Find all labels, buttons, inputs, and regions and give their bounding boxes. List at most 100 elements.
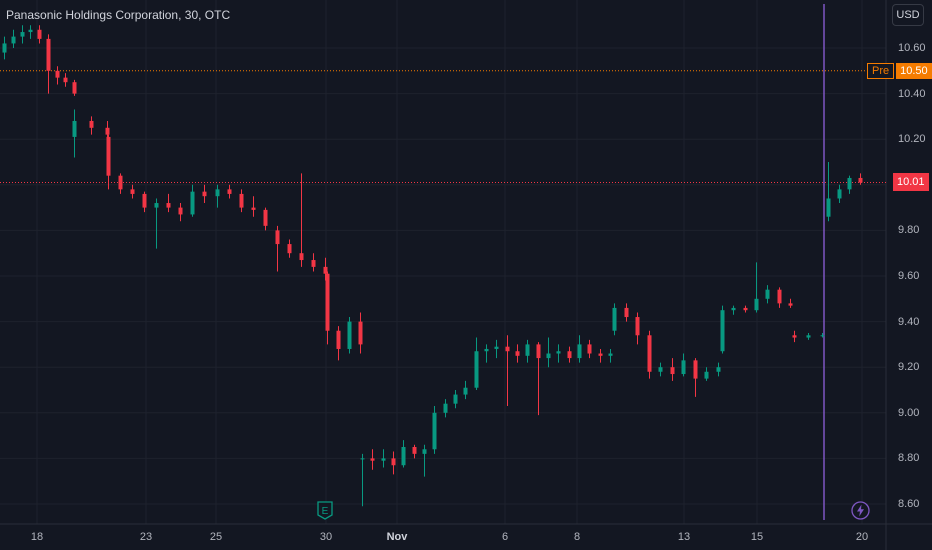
y-tick-label: 10.40 xyxy=(898,87,926,100)
candle-body xyxy=(716,367,721,372)
candle-body xyxy=(20,32,25,37)
candle-body xyxy=(556,351,561,354)
candle-body xyxy=(190,191,195,215)
candle-body xyxy=(765,289,770,299)
candle-body xyxy=(635,317,640,336)
candle-body xyxy=(215,189,220,197)
lightning-icon[interactable] xyxy=(851,501,870,520)
candle-body xyxy=(154,203,159,208)
candle-body xyxy=(46,38,51,71)
candle-body xyxy=(515,351,520,356)
candle-body xyxy=(820,335,825,337)
candle-body xyxy=(55,70,60,78)
candle-body xyxy=(89,120,94,128)
x-tick-label: 30 xyxy=(319,531,333,543)
candle-body xyxy=(287,244,292,254)
last-price-badge: 10.01 xyxy=(893,173,929,191)
candle-body xyxy=(658,367,663,372)
candle-body xyxy=(670,367,675,375)
candle-body xyxy=(546,353,551,359)
candle-body xyxy=(837,189,842,199)
svg-text:E: E xyxy=(322,506,329,517)
candle-body xyxy=(484,348,489,352)
candle-body xyxy=(370,458,375,461)
candle-body xyxy=(401,447,406,466)
candle-body xyxy=(391,458,396,466)
candle-body xyxy=(105,127,110,135)
candle-body xyxy=(37,29,42,39)
candle-body xyxy=(754,298,759,311)
candle-body xyxy=(806,335,811,338)
candle-body xyxy=(11,36,16,44)
x-tick-label: 8 xyxy=(573,531,581,543)
candle-body xyxy=(432,412,437,450)
candle-body xyxy=(525,344,530,356)
candle-body xyxy=(251,207,256,210)
candle-body xyxy=(72,120,77,137)
y-tick-label: 9.40 xyxy=(898,315,920,328)
candle-body xyxy=(624,307,629,318)
candle-body xyxy=(494,346,499,349)
x-tick-label: 13 xyxy=(677,531,691,543)
candle-body xyxy=(275,230,280,245)
candle-body xyxy=(166,203,171,208)
candle-body xyxy=(202,191,207,197)
candle-body xyxy=(2,43,7,53)
y-tick-label: 9.60 xyxy=(898,270,920,282)
y-tick-label: 9.20 xyxy=(898,361,920,374)
candle-body xyxy=(422,449,427,454)
candle-body xyxy=(505,346,510,352)
premarket-label: Pre xyxy=(867,63,895,79)
candle-body xyxy=(567,351,572,359)
candle-body xyxy=(347,321,352,349)
x-tick-label: 23 xyxy=(139,531,153,543)
candle-body xyxy=(28,29,33,33)
y-tick-label: 8.60 xyxy=(898,498,920,510)
y-tick-label: 9.00 xyxy=(898,406,920,419)
candle-body xyxy=(463,387,468,395)
candle-body xyxy=(323,266,328,274)
candle-body xyxy=(720,310,725,352)
candle-body xyxy=(118,175,123,190)
candle-body xyxy=(72,82,77,94)
candle-body xyxy=(474,351,479,388)
candle-body xyxy=(693,360,698,379)
candle-body xyxy=(360,458,365,460)
candle-body xyxy=(325,273,330,331)
candle-body xyxy=(647,335,652,372)
candle-body xyxy=(142,193,147,208)
y-tick-label: 9.80 xyxy=(898,224,920,237)
candle-body xyxy=(598,353,603,356)
candle-body xyxy=(587,344,592,354)
candle-body xyxy=(412,447,417,454)
candle-body xyxy=(858,177,863,183)
y-tick-label: 8.80 xyxy=(898,452,920,465)
x-tick-label: 20 xyxy=(855,531,869,543)
x-tick-label: 18 xyxy=(30,531,44,543)
candle-body xyxy=(536,344,541,359)
candle-body xyxy=(239,193,244,208)
candle-body xyxy=(847,177,852,190)
candle-body xyxy=(826,198,831,217)
x-tick-label: 6 xyxy=(501,531,509,543)
candle-body xyxy=(106,136,111,176)
currency-button[interactable]: USD xyxy=(892,4,924,26)
candle-body xyxy=(743,307,748,311)
candle-body xyxy=(788,303,793,306)
candle-body xyxy=(299,253,304,261)
candle-body xyxy=(381,458,386,461)
candle-body xyxy=(130,189,135,194)
earnings-e-icon[interactable]: E xyxy=(317,501,333,520)
candle-body xyxy=(311,260,316,267)
candle-body xyxy=(336,330,341,349)
premarket-value: 10.50 xyxy=(896,63,932,79)
candle-body xyxy=(263,209,268,226)
candle-body xyxy=(777,289,782,304)
candle-body xyxy=(731,307,736,311)
chart-title: Panasonic Holdings Corporation, 30, OTC xyxy=(6,8,231,22)
candle-body xyxy=(453,394,458,404)
candle-body xyxy=(63,77,68,83)
x-tick-label: 15 xyxy=(750,531,764,543)
x-tick-label: Nov xyxy=(386,531,408,543)
